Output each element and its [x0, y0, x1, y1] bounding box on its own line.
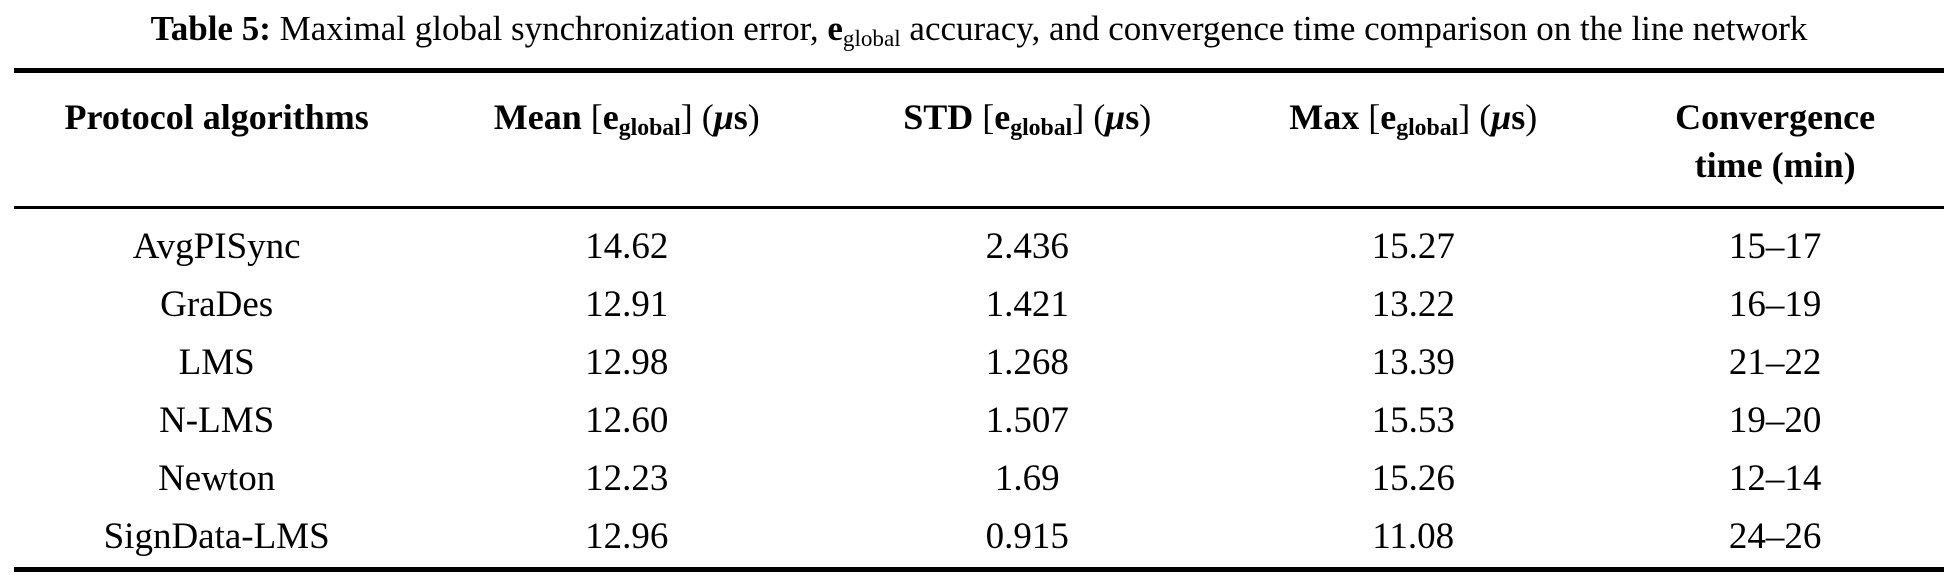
cell-mean: 12.23	[585, 458, 669, 500]
e-global-subscript: global	[1010, 115, 1073, 142]
table-caption-text: Maximal global synchronization error,	[270, 9, 828, 48]
header-row: Protocol algorithms Mean [eglobal] (μs) …	[14, 70, 1944, 208]
cell-algorithm: Newton	[158, 458, 276, 500]
cell-mean: 12.91	[585, 284, 669, 326]
bracket-close: ] (	[680, 96, 714, 137]
table-row: LMS 12.98 1.268 13.39 21–22	[14, 335, 1944, 393]
col-header-mean-eglobal: Mean [eglobal] (μs)	[419, 70, 834, 207]
col-header-convergence-time: Convergence time (min)	[1606, 70, 1944, 207]
cell-convergence: 21–22	[1728, 342, 1822, 384]
cell-std: 1.69	[994, 458, 1060, 500]
unit-s: s	[1511, 96, 1526, 137]
cell-mean: 14.62	[585, 226, 669, 268]
cell-algorithm: SignData-LMS	[103, 516, 330, 558]
col-header-max-eglobal: Max [eglobal] (μs)	[1220, 70, 1606, 207]
cell-algorithm: LMS	[178, 342, 255, 384]
table-row: GraDes 12.91 1.421 13.22 16–19	[14, 277, 1944, 335]
cell-max: 13.39	[1371, 342, 1455, 384]
cell-mean: 12.98	[585, 342, 669, 384]
stat-name: Max	[1289, 96, 1360, 137]
bracket-open: [	[973, 96, 995, 137]
unit-s: s	[1125, 96, 1140, 137]
col-header-line1: Convergence	[1675, 96, 1876, 137]
cell-std: 1.268	[985, 342, 1069, 384]
paren-close: )	[1139, 96, 1152, 137]
cell-std: 1.421	[985, 284, 1069, 326]
mu-symbol: μ	[713, 96, 734, 137]
cell-max: 15.53	[1371, 400, 1455, 442]
cell-max: 15.27	[1371, 226, 1455, 268]
cell-convergence: 12–14	[1728, 458, 1822, 500]
results-table: Protocol algorithms Mean [eglobal] (μs) …	[14, 67, 1944, 572]
bracket-open: [	[581, 96, 603, 137]
cell-mean: 12.60	[585, 400, 669, 442]
table-row: AvgPISync 14.62 2.436 15.27 15–17	[14, 207, 1944, 277]
mu-symbol: μ	[1105, 96, 1126, 137]
cell-std: 2.436	[985, 226, 1069, 268]
cell-std: 1.507	[985, 400, 1069, 442]
col-header-std-eglobal: STD [eglobal] (μs)	[834, 70, 1220, 207]
col-header-line2: time (min)	[1694, 145, 1856, 186]
table-row: N-LMS 12.60 1.507 15.53 19–20	[14, 393, 1944, 451]
stat-name: Mean	[493, 96, 582, 137]
e-global-symbol: e	[994, 96, 1011, 137]
paren-close: )	[747, 96, 760, 137]
table-row: Newton 12.23 1.69 15.26 12–14	[14, 451, 1944, 509]
cell-algorithm: AvgPISync	[132, 226, 301, 268]
cell-mean: 12.96	[585, 516, 669, 558]
e-global-subscript: global	[618, 115, 681, 142]
bracket-close: ] (	[1458, 96, 1492, 137]
e-global-symbol: e	[827, 9, 843, 48]
cell-max: 13.22	[1371, 284, 1455, 326]
bracket-close: ] (	[1072, 96, 1106, 137]
e-global-symbol: e	[1380, 96, 1397, 137]
cell-max: 11.08	[1372, 516, 1455, 558]
bracket-open: [	[1359, 96, 1381, 137]
col-header-protocol-algorithms: Protocol algorithms	[14, 70, 419, 207]
stat-name: STD	[903, 96, 974, 137]
col-header-label: Protocol algorithms	[64, 96, 369, 137]
cell-convergence: 15–17	[1728, 226, 1822, 268]
mu-symbol: μ	[1491, 96, 1512, 137]
paren-close: )	[1525, 96, 1538, 137]
table-caption: Table 5: Maximal global synchronization …	[0, 0, 1958, 52]
cell-algorithm: GraDes	[160, 284, 274, 326]
e-global-symbol: e	[602, 96, 619, 137]
cell-max: 15.26	[1371, 458, 1455, 500]
cell-std: 0.915	[985, 516, 1069, 558]
e-global-subscript: global	[842, 25, 901, 52]
table-row: SignData-LMS 12.96 0.915 11.08 24–26	[14, 509, 1944, 570]
table-caption-text2: accuracy, and convergence time compariso…	[900, 9, 1808, 48]
table-caption-label: Table 5:	[150, 9, 271, 48]
unit-s: s	[733, 96, 748, 137]
cell-algorithm: N-LMS	[159, 400, 275, 442]
cell-convergence: 19–20	[1728, 400, 1822, 442]
e-global-subscript: global	[1396, 115, 1459, 142]
cell-convergence: 16–19	[1728, 284, 1822, 326]
cell-convergence: 24–26	[1728, 516, 1822, 558]
